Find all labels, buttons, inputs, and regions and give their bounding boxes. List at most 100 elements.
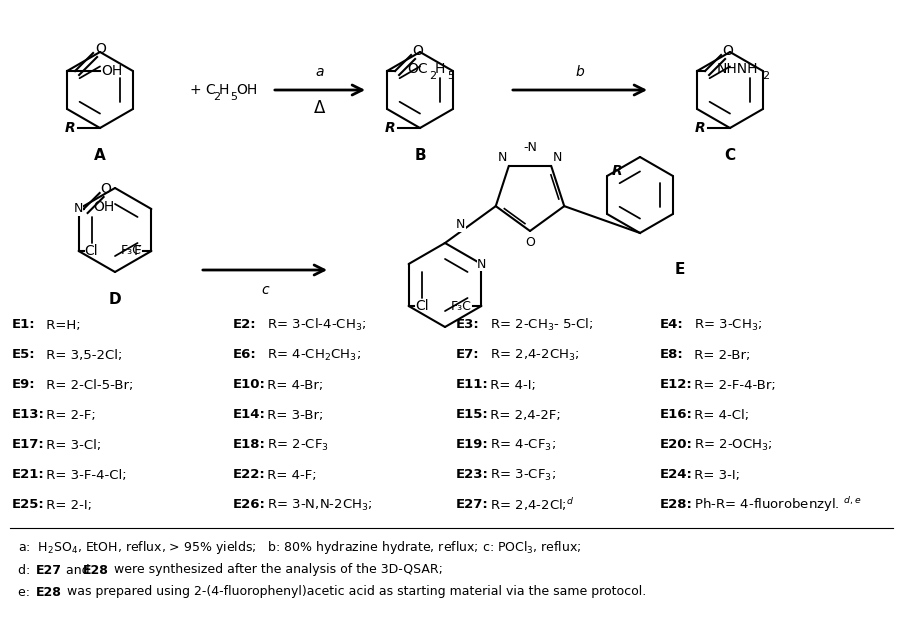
Text: 5: 5 [230,92,236,102]
Text: R= 2-CH$_3$- 5-Cl;: R= 2-CH$_3$- 5-Cl; [485,317,593,333]
Text: N: N [74,202,83,215]
Text: 2: 2 [213,92,220,102]
Text: H: H [219,83,229,97]
Text: E22:: E22: [233,468,265,481]
Text: 2: 2 [761,71,769,81]
Text: E11:: E11: [456,378,488,392]
Text: B: B [414,149,426,164]
Text: E14:: E14: [233,408,265,421]
Text: NHNH: NHNH [716,62,758,76]
Text: O: O [524,236,534,249]
Text: Δ: Δ [314,99,326,117]
Text: E2:: E2: [233,318,256,331]
Text: 5: 5 [446,71,454,81]
Text: Cl: Cl [415,299,428,313]
Text: R= 4-Cl;: R= 4-Cl; [689,408,749,421]
Text: A: A [94,149,106,164]
Text: R= 3-F-4-Cl;: R= 3-F-4-Cl; [42,468,126,481]
Text: R= 3-CH$_3$;: R= 3-CH$_3$; [689,318,761,333]
Text: E10:: E10: [233,378,265,392]
Text: R= 3,5-2Cl;: R= 3,5-2Cl; [42,349,123,362]
Text: R= 4-F;: R= 4-F; [262,468,317,481]
Text: C: C [723,149,735,164]
Text: R= 2-OCH$_3$;: R= 2-OCH$_3$; [689,437,772,452]
Text: R= 4-Br;: R= 4-Br; [262,378,323,392]
Text: R= 4-CF$_3$;: R= 4-CF$_3$; [485,437,556,452]
Text: and: and [62,563,94,576]
Text: E1:: E1: [12,318,35,331]
Text: d:: d: [18,563,34,576]
Text: N: N [553,151,562,164]
Text: D: D [108,292,121,307]
Text: E26:: E26: [233,499,265,511]
Text: E8:: E8: [659,349,683,362]
Text: F: F [133,244,142,258]
Text: E28: E28 [36,586,62,598]
Text: E5:: E5: [12,349,35,362]
Text: E17:: E17: [12,439,45,452]
Text: N: N [497,151,506,164]
Text: Cl: Cl [85,244,98,258]
Text: R= 3-CF$_3$;: R= 3-CF$_3$; [485,468,556,482]
Text: OH: OH [101,64,122,78]
Text: b: b [575,65,584,79]
Text: E6:: E6: [233,349,256,362]
Text: OH: OH [235,83,257,97]
Text: O: O [722,44,732,58]
Text: E27:: E27: [456,499,488,511]
Text: E15:: E15: [456,408,488,421]
Text: was prepared using 2-(4-fluorophenyl)acetic acid as starting material via the sa: was prepared using 2-(4-fluorophenyl)ace… [63,586,646,598]
Text: OH: OH [94,200,115,214]
Text: were synthesized after the analysis of the 3D-QSAR;: were synthesized after the analysis of t… [110,563,442,576]
Text: 2: 2 [428,71,436,81]
Text: R= 4-CH$_2$CH$_3$;: R= 4-CH$_2$CH$_3$; [262,347,361,363]
Text: R= 3-Cl;: R= 3-Cl; [42,439,101,452]
Text: N: N [476,257,485,270]
Text: E27: E27 [36,563,62,576]
Text: R= 3-Cl-4-CH$_3$;: R= 3-Cl-4-CH$_3$; [262,317,366,333]
Text: c: c [261,283,269,297]
Text: R= 2,4-2Cl;$^d$: R= 2,4-2Cl;$^d$ [485,497,574,513]
Text: a:  H$_2$SO$_4$, EtOH, reflux, > 95% yields;   b: 80% hydrazine hydrate, reflux;: a: H$_2$SO$_4$, EtOH, reflux, > 95% yiel… [18,539,581,557]
Text: R= 3-N,N-2CH$_3$;: R= 3-N,N-2CH$_3$; [262,497,373,513]
Text: E12:: E12: [659,378,692,392]
Text: E28: E28 [83,563,109,576]
Text: R= 2-Br;: R= 2-Br; [689,349,750,362]
Text: E16:: E16: [659,408,692,421]
Text: R: R [694,121,704,135]
Text: F₃C: F₃C [120,244,142,257]
Text: O: O [100,182,111,196]
Text: N: N [456,218,465,231]
Text: H: H [435,62,445,76]
Text: E9:: E9: [12,378,35,392]
Text: + C: + C [189,83,216,97]
Text: E19:: E19: [456,439,488,452]
Text: R= 2-Cl-5-Br;: R= 2-Cl-5-Br; [42,378,133,392]
Text: E24:: E24: [659,468,692,481]
Text: R= 2-CF$_3$: R= 2-CF$_3$ [262,437,328,452]
Text: R= 4-I;: R= 4-I; [485,378,535,392]
Text: E: E [674,262,685,278]
Text: R= 2-I;: R= 2-I; [42,499,92,511]
Text: E13:: E13: [12,408,45,421]
Text: R: R [384,121,394,135]
Text: R= 3-I;: R= 3-I; [689,468,739,481]
Text: a: a [316,65,324,79]
Text: R: R [64,121,75,135]
Text: e:: e: [18,586,34,598]
Text: R=H;: R=H; [42,318,80,331]
Text: E3:: E3: [456,318,479,331]
Text: -N: -N [522,141,537,154]
Text: O: O [411,44,422,58]
Text: R= 2-F;: R= 2-F; [42,408,96,421]
Text: E28:: E28: [659,499,692,511]
Text: E18:: E18: [233,439,265,452]
Text: E20:: E20: [659,439,692,452]
Text: R= 2-F-4-Br;: R= 2-F-4-Br; [689,378,775,392]
Text: R: R [612,164,622,178]
Text: E23:: E23: [456,468,488,481]
Text: R= 2,4-2CH$_3$;: R= 2,4-2CH$_3$; [485,347,579,363]
Text: E25:: E25: [12,499,45,511]
Text: R= 2,4-2F;: R= 2,4-2F; [485,408,560,421]
Text: Ph-R= 4-fluorobenzyl. $^{d, e}$: Ph-R= 4-fluorobenzyl. $^{d, e}$ [689,495,861,515]
